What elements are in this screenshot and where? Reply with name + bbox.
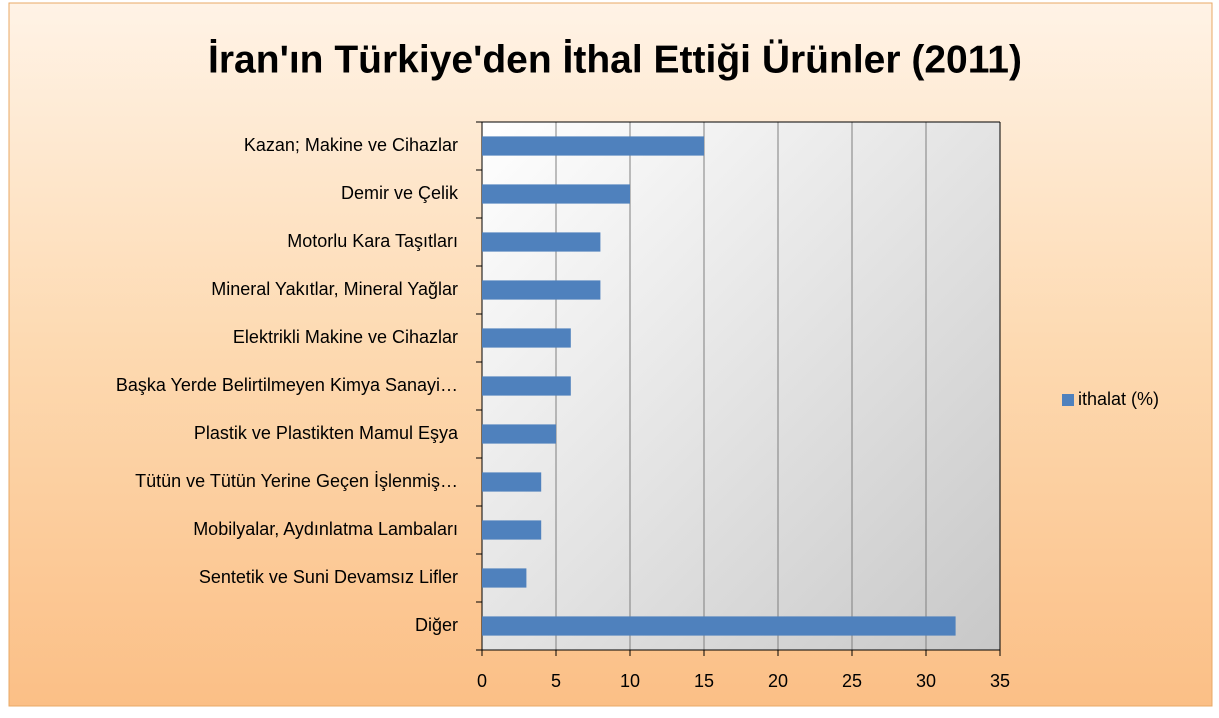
y-tick-label: Sentetik ve Suni Devamsız Lifler: [199, 567, 458, 587]
bar: [482, 280, 601, 300]
bar: [482, 376, 571, 396]
bar: [482, 616, 956, 636]
x-tick-label: 5: [551, 671, 561, 691]
x-tick-label: 0: [477, 671, 487, 691]
bar: [482, 232, 601, 252]
y-tick-label: Mobilyalar, Aydınlatma Lambaları: [193, 519, 458, 539]
bar: [482, 136, 704, 156]
x-tick-label: 35: [990, 671, 1010, 691]
x-tick-label: 25: [842, 671, 862, 691]
bar: [482, 472, 542, 492]
y-tick-label: Diğer: [415, 615, 458, 635]
y-tick-label: Kazan; Makine ve Cihazlar: [244, 135, 458, 155]
x-tick-label: 20: [768, 671, 788, 691]
y-tick-label: Plastik ve Plastikten Mamul Eşya: [194, 423, 459, 443]
legend-label: ithalat (%): [1078, 389, 1159, 409]
y-tick-label: Motorlu Kara Taşıtları: [287, 231, 458, 251]
chart-title: İran'ın Türkiye'den İthal Ettiği Ürünler…: [208, 38, 1022, 81]
y-tick-label: Başka Yerde Belirtilmeyen Kimya Sanayi…: [116, 375, 458, 395]
bar: [482, 568, 527, 588]
x-tick-label: 10: [620, 671, 640, 691]
bar: [482, 328, 571, 348]
legend-swatch: [1062, 394, 1074, 406]
bar: [482, 424, 556, 444]
bar: [482, 184, 630, 204]
x-tick-label: 30: [916, 671, 936, 691]
y-tick-label: Elektrikli Makine ve Cihazlar: [233, 327, 458, 347]
y-tick-label: Tütün ve Tütün Yerine Geçen İşlenmiş…: [135, 471, 458, 491]
y-tick-label: Mineral Yakıtlar, Mineral Yağlar: [211, 279, 458, 299]
bar: [482, 520, 542, 540]
y-tick-label: Demir ve Çelik: [341, 183, 459, 203]
x-tick-label: 15: [694, 671, 714, 691]
